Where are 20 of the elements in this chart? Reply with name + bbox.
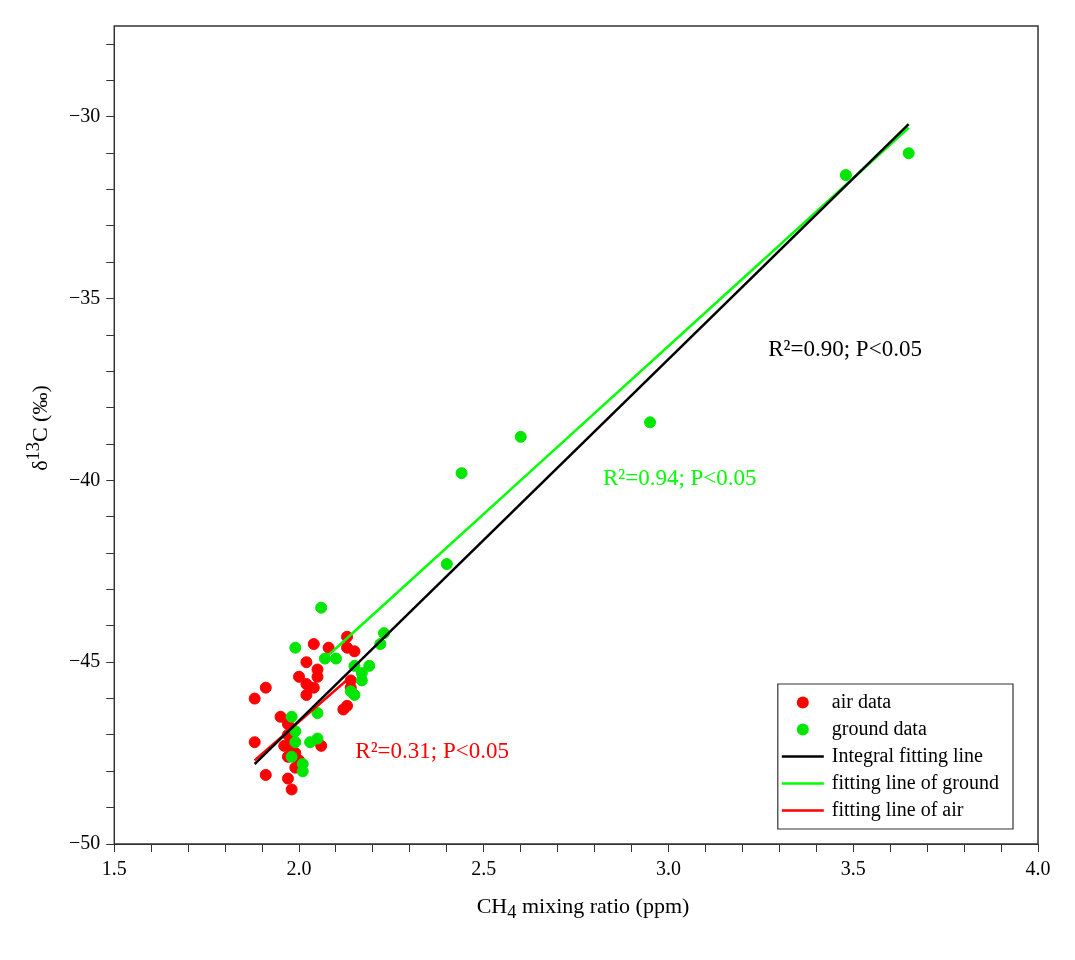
x-tick-label: 2.5 xyxy=(471,857,497,880)
y-tick-label: −50 xyxy=(69,831,101,854)
x-tick-label: 3.5 xyxy=(840,857,866,880)
x-tick-label: 2.0 xyxy=(286,857,312,880)
x-tick-label: 4.0 xyxy=(1025,857,1051,880)
legend-label: fitting line of air xyxy=(831,797,964,821)
legend-label: ground data xyxy=(831,716,927,740)
y-tick-label: −45 xyxy=(69,649,101,672)
x-tick-label: 1.5 xyxy=(101,857,127,880)
y-tick-label: −35 xyxy=(69,285,101,308)
y-tick-label: −40 xyxy=(69,467,101,490)
annotation: R²=0.94; P<0.05 xyxy=(602,465,757,491)
annotation: R²=0.90; P<0.05 xyxy=(768,335,922,361)
x-tick-label: 3.0 xyxy=(656,857,682,880)
y-tick-label: −30 xyxy=(69,104,101,127)
annotation: R²=0.31; P<0.05 xyxy=(355,738,509,764)
legend-label: fitting line of ground xyxy=(831,770,1000,794)
x-axis-title: CH$_{4}$ mixing ratio (ppm) xyxy=(476,893,690,924)
legend-label: Integral fitting line xyxy=(831,743,983,767)
legend-label: air data xyxy=(831,689,892,712)
